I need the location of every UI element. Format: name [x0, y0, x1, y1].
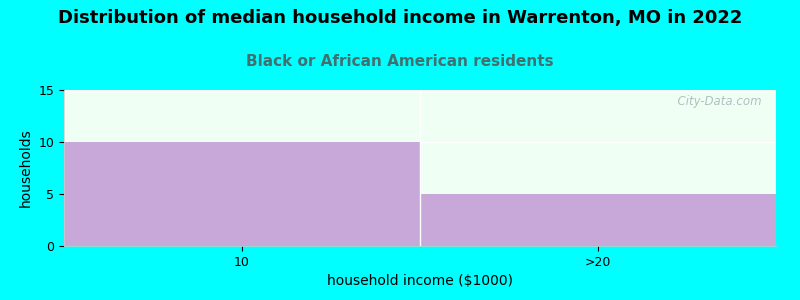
Text: Black or African American residents: Black or African American residents	[246, 54, 554, 69]
Text: Distribution of median household income in Warrenton, MO in 2022: Distribution of median household income …	[58, 9, 742, 27]
X-axis label: household income ($1000): household income ($1000)	[327, 274, 513, 288]
Text: City-Data.com: City-Data.com	[670, 95, 762, 108]
Y-axis label: households: households	[19, 129, 33, 207]
